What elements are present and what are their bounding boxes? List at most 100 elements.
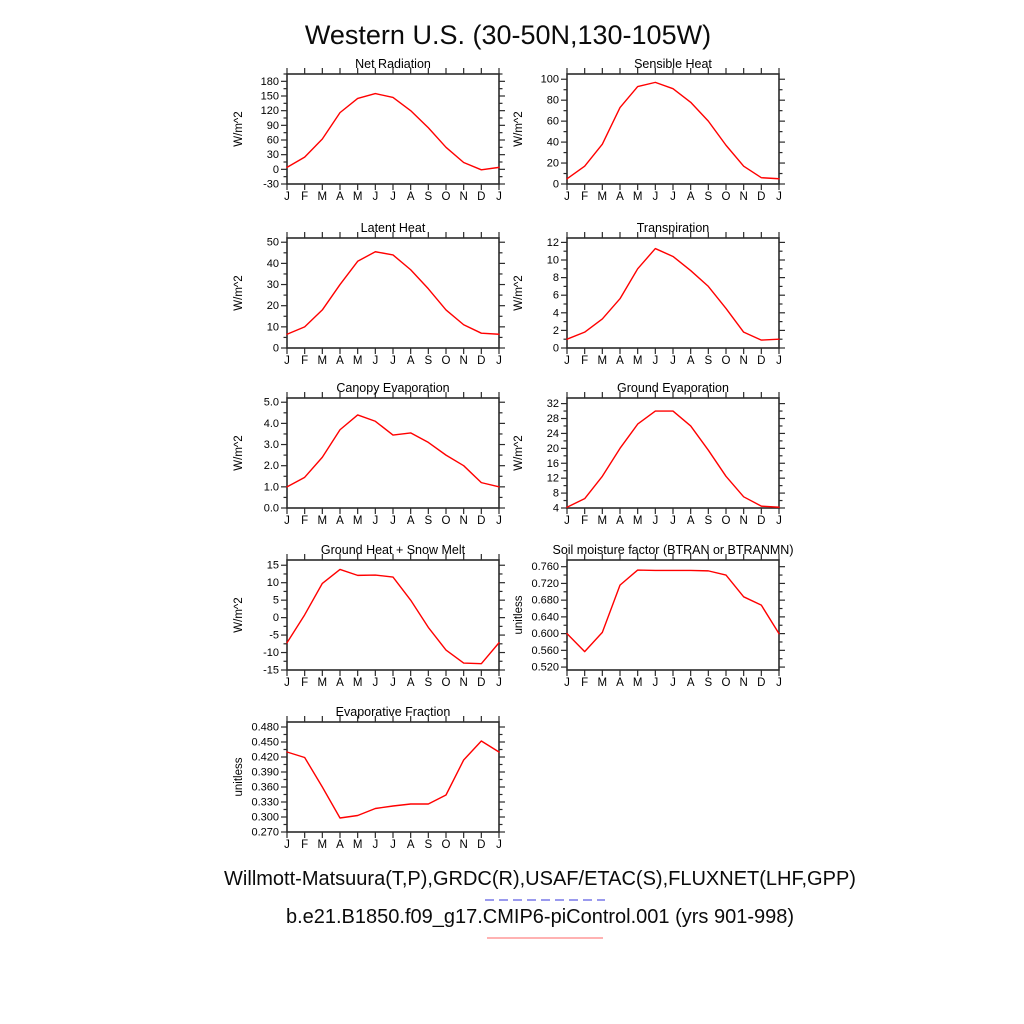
axis-ticks (281, 232, 505, 354)
x-tick-label: S (424, 677, 432, 689)
y-tick-label: 30 (267, 279, 279, 291)
plot-frame (566, 559, 780, 671)
x-tick-label: F (301, 191, 308, 203)
x-tick-label: A (336, 191, 344, 203)
y-tick-label: 80 (547, 95, 559, 107)
y-tick-label: 0.390 (251, 767, 279, 779)
x-tick-label: D (477, 191, 485, 203)
x-tick-label: S (424, 355, 432, 367)
y-tick-label: 5 (273, 595, 279, 607)
y-tick-label: 12 (547, 237, 559, 249)
x-tick-label: N (460, 191, 468, 203)
x-tick-label: A (407, 355, 415, 367)
y-tick-label: 0 (273, 164, 279, 176)
model-solid-line-key (487, 937, 603, 939)
plot-frame (286, 73, 500, 185)
x-tick-label: N (460, 839, 468, 851)
x-tick-label: D (757, 515, 765, 527)
y-tick-label: 2 (553, 325, 559, 337)
x-tick-label: J (496, 355, 502, 367)
y-tick-label: 1.0 (264, 481, 279, 493)
y-tick-label: 0 (553, 343, 559, 355)
x-tick-label: S (424, 839, 432, 851)
x-tick-label: A (336, 839, 344, 851)
x-tick-label: J (776, 191, 782, 203)
x-tick-label: M (318, 515, 328, 527)
x-tick-label: J (776, 677, 782, 689)
y-tick-label: 40 (267, 258, 279, 270)
x-tick-label: A (687, 515, 695, 527)
x-tick-label: A (407, 515, 415, 527)
series-line (286, 568, 500, 665)
y-tick-label: 4 (553, 307, 559, 319)
x-tick-label: A (616, 191, 624, 203)
x-tick-label: J (372, 515, 378, 527)
x-tick-label: A (407, 839, 415, 851)
x-tick-label: F (301, 355, 308, 367)
x-tick-label: J (372, 355, 378, 367)
subplot-title: Transpiration (637, 221, 710, 235)
y-tick-label: 20 (547, 158, 559, 170)
y-axis-label: W/m^2 (233, 435, 245, 470)
y-axis-label: unitless (233, 757, 245, 796)
x-tick-label: D (477, 839, 485, 851)
y-tick-label: 15 (267, 560, 279, 572)
x-tick-label: O (442, 515, 451, 527)
x-tick-label: J (390, 355, 396, 367)
y-tick-label: 10 (547, 255, 559, 267)
axis-ticks (561, 68, 785, 190)
series-line (566, 410, 780, 508)
x-tick-label: J (776, 355, 782, 367)
y-tick-label: 0.330 (251, 797, 279, 809)
y-tick-label: 24 (547, 428, 559, 440)
x-tick-label: A (616, 677, 624, 689)
x-tick-label: J (284, 191, 290, 203)
x-tick-label: O (722, 355, 731, 367)
x-tick-label: M (598, 677, 608, 689)
y-tick-label: 4.0 (264, 418, 279, 430)
x-tick-label: D (477, 677, 485, 689)
x-tick-label: J (284, 839, 290, 851)
x-tick-label: A (687, 355, 695, 367)
axis-ticks (561, 232, 785, 354)
x-tick-label: J (390, 677, 396, 689)
x-tick-label: J (390, 839, 396, 851)
y-tick-label: -15 (263, 665, 279, 677)
x-tick-label: J (496, 677, 502, 689)
y-tick-label: 0.680 (531, 595, 559, 607)
axis-ticks (561, 392, 785, 514)
subplot-title: Sensible Heat (634, 57, 712, 71)
y-tick-label: 0.0 (264, 503, 279, 515)
y-tick-label: 0.720 (531, 578, 559, 590)
y-tick-label: 150 (261, 91, 279, 103)
x-tick-label: S (704, 355, 712, 367)
y-tick-label: 120 (261, 105, 279, 117)
y-tick-label: 0 (553, 179, 559, 191)
y-tick-label: 90 (267, 120, 279, 132)
x-tick-label: M (353, 515, 363, 527)
x-tick-label: M (598, 515, 608, 527)
x-tick-label: J (564, 515, 570, 527)
x-tick-label: F (301, 515, 308, 527)
x-tick-label: A (616, 515, 624, 527)
x-tick-label: A (687, 677, 695, 689)
subplot-title: Net Radiation (355, 57, 431, 71)
x-tick-label: J (372, 839, 378, 851)
x-tick-label: O (442, 191, 451, 203)
subplot-title: Soil moisture factor (BTRAN or BTRANMN) (552, 543, 793, 557)
y-tick-label: 10 (267, 577, 279, 589)
y-axis-label: W/m^2 (233, 275, 245, 310)
subplot-title: Ground Heat + Snow Melt (321, 543, 466, 557)
y-tick-label: 60 (267, 135, 279, 147)
subplot-title: Canopy Evaporation (336, 381, 449, 395)
y-tick-label: 5.0 (264, 397, 279, 409)
y-tick-label: 32 (547, 398, 559, 410)
x-tick-label: J (390, 191, 396, 203)
x-tick-label: J (372, 191, 378, 203)
series-line (566, 569, 780, 653)
